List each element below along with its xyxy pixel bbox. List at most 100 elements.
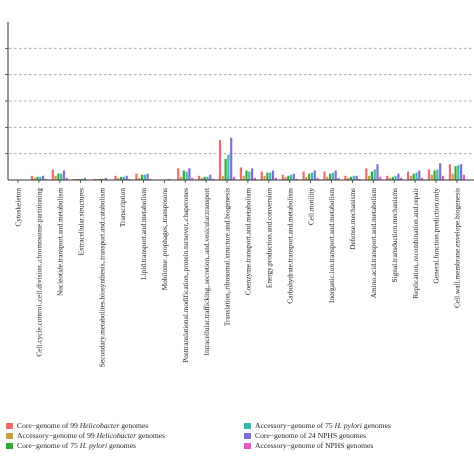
bar bbox=[407, 171, 410, 180]
gridlines bbox=[5, 47, 474, 155]
bar bbox=[418, 170, 421, 180]
bar bbox=[397, 173, 400, 180]
bar bbox=[42, 175, 45, 180]
bar bbox=[462, 174, 465, 180]
bar bbox=[441, 175, 445, 180]
bar bbox=[295, 178, 298, 180]
bar bbox=[323, 171, 326, 180]
bar bbox=[232, 176, 236, 180]
bar bbox=[146, 173, 149, 180]
bar bbox=[54, 175, 57, 180]
bar bbox=[376, 164, 379, 180]
bar bbox=[430, 174, 433, 180]
bar bbox=[101, 178, 105, 180]
bar bbox=[188, 168, 191, 180]
bar bbox=[230, 137, 233, 180]
bar bbox=[96, 178, 99, 180]
x-tick-label: Cytoskeleton bbox=[14, 188, 23, 227]
bar bbox=[149, 178, 152, 180]
bar bbox=[388, 177, 392, 180]
x-tick-label: Amino.acid.transport.and.metabolism bbox=[369, 188, 378, 299]
bar bbox=[427, 169, 431, 180]
bar bbox=[253, 177, 256, 180]
x-tick-label: Intracellular.trafficking,.secretion,.an… bbox=[202, 188, 211, 355]
bar bbox=[122, 176, 125, 180]
bar bbox=[218, 139, 222, 180]
bar bbox=[347, 177, 350, 180]
bar bbox=[36, 176, 39, 180]
category-labels: Cytoskeleton Cell.cycle.control.,cell.div… bbox=[14, 180, 462, 367]
bar bbox=[221, 175, 224, 180]
bar bbox=[281, 174, 284, 180]
bar bbox=[284, 176, 287, 180]
bar bbox=[125, 175, 128, 180]
bar bbox=[344, 175, 347, 180]
bar bbox=[120, 176, 123, 180]
bar bbox=[313, 170, 316, 180]
bar bbox=[274, 177, 277, 180]
bar bbox=[329, 173, 332, 180]
bar bbox=[104, 177, 107, 180]
bar bbox=[326, 176, 329, 180]
bar bbox=[368, 175, 371, 180]
bar bbox=[290, 174, 293, 180]
bar bbox=[373, 169, 376, 180]
bar bbox=[75, 178, 78, 180]
bar bbox=[140, 174, 144, 180]
bar bbox=[400, 177, 403, 180]
bar bbox=[30, 175, 33, 180]
bar bbox=[72, 178, 75, 180]
bar bbox=[436, 169, 439, 180]
bar bbox=[352, 175, 355, 180]
bar bbox=[451, 173, 454, 180]
bar bbox=[334, 170, 337, 180]
bar bbox=[60, 173, 63, 180]
bar bbox=[138, 177, 141, 180]
bar bbox=[448, 164, 451, 180]
bar bbox=[44, 178, 47, 180]
bar bbox=[179, 176, 183, 180]
x-tick-label: Inorganic.ion.transport.and.metabolism bbox=[327, 188, 336, 303]
bar bbox=[128, 178, 131, 180]
x-tick-label: Replication,.recombination.and.repair bbox=[411, 187, 420, 298]
bar bbox=[209, 174, 212, 180]
bar bbox=[379, 176, 382, 180]
x-tick-label: Coenzyme.transport.and.metabolism bbox=[244, 188, 253, 296]
x-tick-label: Extracellular.structures bbox=[76, 188, 85, 256]
bar bbox=[355, 175, 358, 180]
bar bbox=[114, 175, 117, 180]
x-tick-label: Lipid.transport.and.metabolism bbox=[139, 188, 148, 280]
bar bbox=[212, 178, 215, 180]
bar bbox=[349, 176, 353, 180]
x-tick-label: Translation,.ribosomal.structure.and.bio… bbox=[223, 188, 232, 326]
bar bbox=[248, 171, 251, 180]
bar bbox=[269, 172, 272, 180]
bar bbox=[308, 173, 311, 180]
bar bbox=[358, 178, 361, 180]
bar bbox=[182, 170, 185, 180]
bar bbox=[316, 177, 319, 180]
bar bbox=[292, 173, 295, 180]
bar bbox=[310, 172, 314, 180]
bar bbox=[266, 172, 269, 180]
x-tick-label: Defense.mechanisms bbox=[348, 188, 357, 250]
bar bbox=[239, 167, 242, 180]
x-tick-label: Secondary.metabolites.biosynthesis,.tran… bbox=[97, 188, 106, 367]
bar bbox=[331, 172, 334, 180]
bar bbox=[454, 166, 457, 180]
x-tick-label: Posttranslational.modification,.protein.… bbox=[181, 188, 190, 363]
x-tick-label: Carbohydrate.transport.and.metabolism bbox=[285, 188, 294, 304]
bar bbox=[99, 178, 102, 180]
bar bbox=[62, 170, 66, 180]
bar bbox=[409, 175, 412, 180]
bar bbox=[203, 176, 206, 180]
bar bbox=[260, 171, 263, 180]
x-tick-label: Cell.wall.membrane.envelope.biogenesis bbox=[453, 188, 462, 308]
bar bbox=[198, 175, 201, 180]
bar bbox=[391, 176, 394, 180]
x-tick-label: Cell.motility bbox=[306, 188, 315, 225]
bar bbox=[200, 177, 203, 180]
x-tick-label: General.function.prediction.only bbox=[432, 188, 441, 284]
bar bbox=[78, 178, 81, 180]
